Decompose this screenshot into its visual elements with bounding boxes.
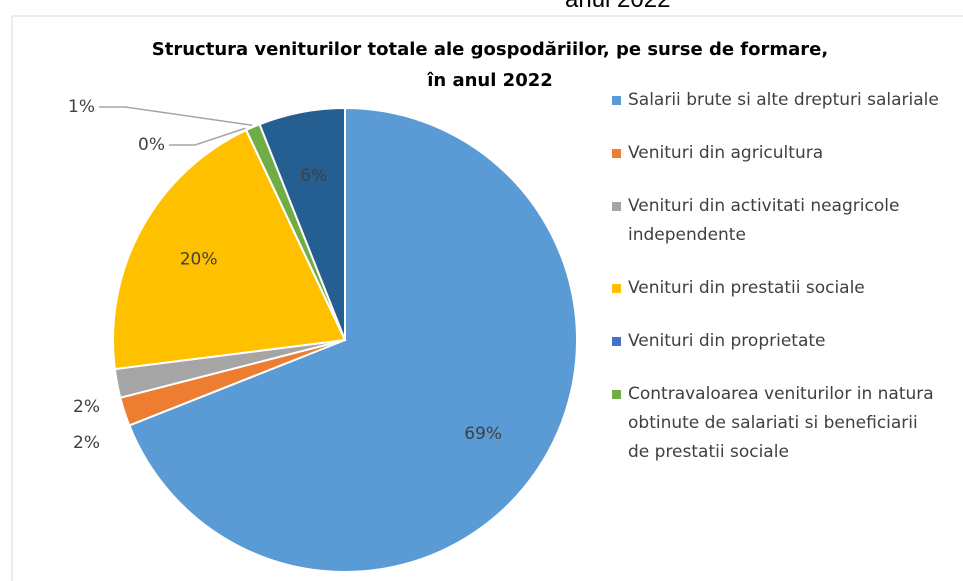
legend-swatch xyxy=(612,284,621,293)
legend-swatch xyxy=(612,149,621,158)
leader-line xyxy=(99,106,253,126)
legend-label: Venituri din activitati neagricole indep… xyxy=(628,196,900,245)
data-label: 6% xyxy=(300,166,327,186)
legend-item: Contravaloarea veniturilor in natura obt… xyxy=(612,380,942,467)
legend-swatch xyxy=(612,96,621,105)
chart-title: Structura veniturilor totale ale gospodă… xyxy=(152,39,828,91)
pie-slice xyxy=(258,106,346,341)
legend-item: Salarii brute si alte drepturi salariale xyxy=(612,86,942,115)
data-label: 1% xyxy=(68,97,95,117)
pie-slice xyxy=(127,106,578,573)
legend: Salarii brute si alte drepturi salariale… xyxy=(612,86,942,467)
data-label: 0% xyxy=(138,135,165,155)
data-label: 69% xyxy=(464,424,502,444)
top-caption: anul 2022 xyxy=(565,0,670,14)
data-label: 2% xyxy=(73,433,100,453)
legend-item: Venituri din proprietate xyxy=(612,327,942,356)
legend-label: Venituri din prestatii sociale xyxy=(628,278,865,298)
legend-swatch xyxy=(612,390,621,399)
pie-slice xyxy=(112,128,347,371)
legend-label: Salarii brute si alte drepturi salariale xyxy=(628,90,939,110)
legend-item: Venituri din prestatii sociale xyxy=(612,274,942,303)
legend-label: Venituri din proprietate xyxy=(628,331,826,351)
leader-line xyxy=(169,127,246,146)
legend-swatch xyxy=(612,202,621,211)
legend-item: Venituri din agricultura xyxy=(612,139,942,168)
legend-item: Venituri din activitati neagricole indep… xyxy=(612,192,942,250)
legend-swatch xyxy=(612,337,621,346)
legend-label: Contravaloarea veniturilor in natura obt… xyxy=(628,384,934,462)
data-label: 2% xyxy=(73,397,100,417)
legend-label: Venituri din agricultura xyxy=(628,143,824,163)
data-label: 20% xyxy=(180,250,218,270)
chart-frame xyxy=(11,15,963,581)
